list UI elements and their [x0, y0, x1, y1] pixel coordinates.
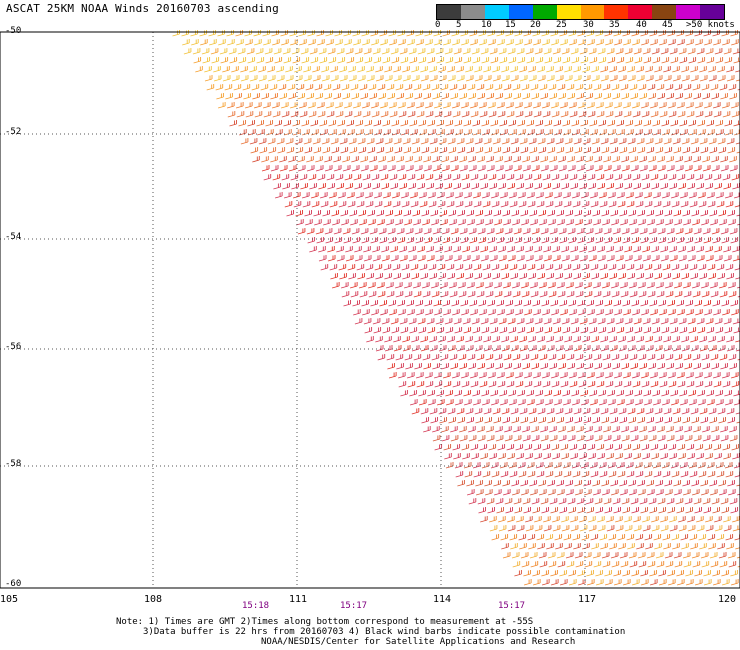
legend-label: 25	[556, 20, 567, 30]
lat-label: -50	[5, 26, 22, 36]
map-frame	[0, 31, 740, 589]
lat-label: -56	[5, 342, 22, 352]
legend-swatch-7	[604, 5, 629, 19]
legend-label: 40	[636, 20, 647, 30]
map-title: ASCAT 25KM NOAA Winds 20160703 ascending	[6, 2, 279, 15]
legend-label: 30	[583, 20, 594, 30]
lat-lon-grid	[0, 32, 740, 588]
legend-swatch-1	[460, 5, 485, 19]
footnotes: Note: 1) Times are GMT 2)Times along bot…	[0, 617, 740, 647]
legend-swatch-5	[556, 5, 581, 19]
lat-label: -58	[5, 459, 22, 469]
legend-swatch-0	[437, 5, 461, 19]
legend-label: 0	[435, 20, 441, 30]
legend-label: 35	[609, 20, 620, 30]
legend-swatch-10	[676, 5, 701, 19]
legend-label: 15	[505, 20, 516, 30]
lat-label: -54	[5, 232, 22, 242]
legend-label: 5	[456, 20, 462, 30]
pass-time-label: 15:18	[242, 601, 270, 611]
wind-barbs-layer	[172, 30, 740, 586]
note-line: 3)Data buffer is 22 hrs from 20160703 4)…	[143, 627, 626, 637]
wind-speed-colorbar	[436, 4, 725, 20]
lon-label: 108	[144, 594, 163, 605]
lon-label: 111	[289, 594, 308, 605]
legend-swatch-3	[508, 5, 533, 19]
lon-label: 117	[578, 594, 597, 605]
legend-label: 45	[662, 20, 673, 30]
pass-time-label: 15:17	[498, 601, 526, 611]
lon-label: 120	[718, 594, 737, 605]
legend-swatch-8	[628, 5, 653, 19]
legend-swatch-11	[700, 5, 725, 19]
note-line: NOAA/NESDIS/Center for Satellite Applica…	[261, 637, 576, 647]
note-line: Note: 1) Times are GMT 2)Times along bot…	[116, 617, 534, 627]
pass-time-label: 15:17	[340, 601, 368, 611]
lat-label: -60	[5, 579, 22, 589]
lon-label: 105	[0, 594, 19, 605]
legend-swatch-9	[652, 5, 677, 19]
legend-swatch-4	[532, 5, 557, 19]
legend-label: >50 knots	[686, 20, 735, 30]
lon-label: 114	[433, 594, 452, 605]
legend-label: 10	[481, 20, 492, 30]
lat-label: -52	[5, 127, 22, 137]
legend-swatch-6	[580, 5, 605, 19]
legend-label: 20	[530, 20, 541, 30]
legend-swatch-2	[484, 5, 509, 19]
